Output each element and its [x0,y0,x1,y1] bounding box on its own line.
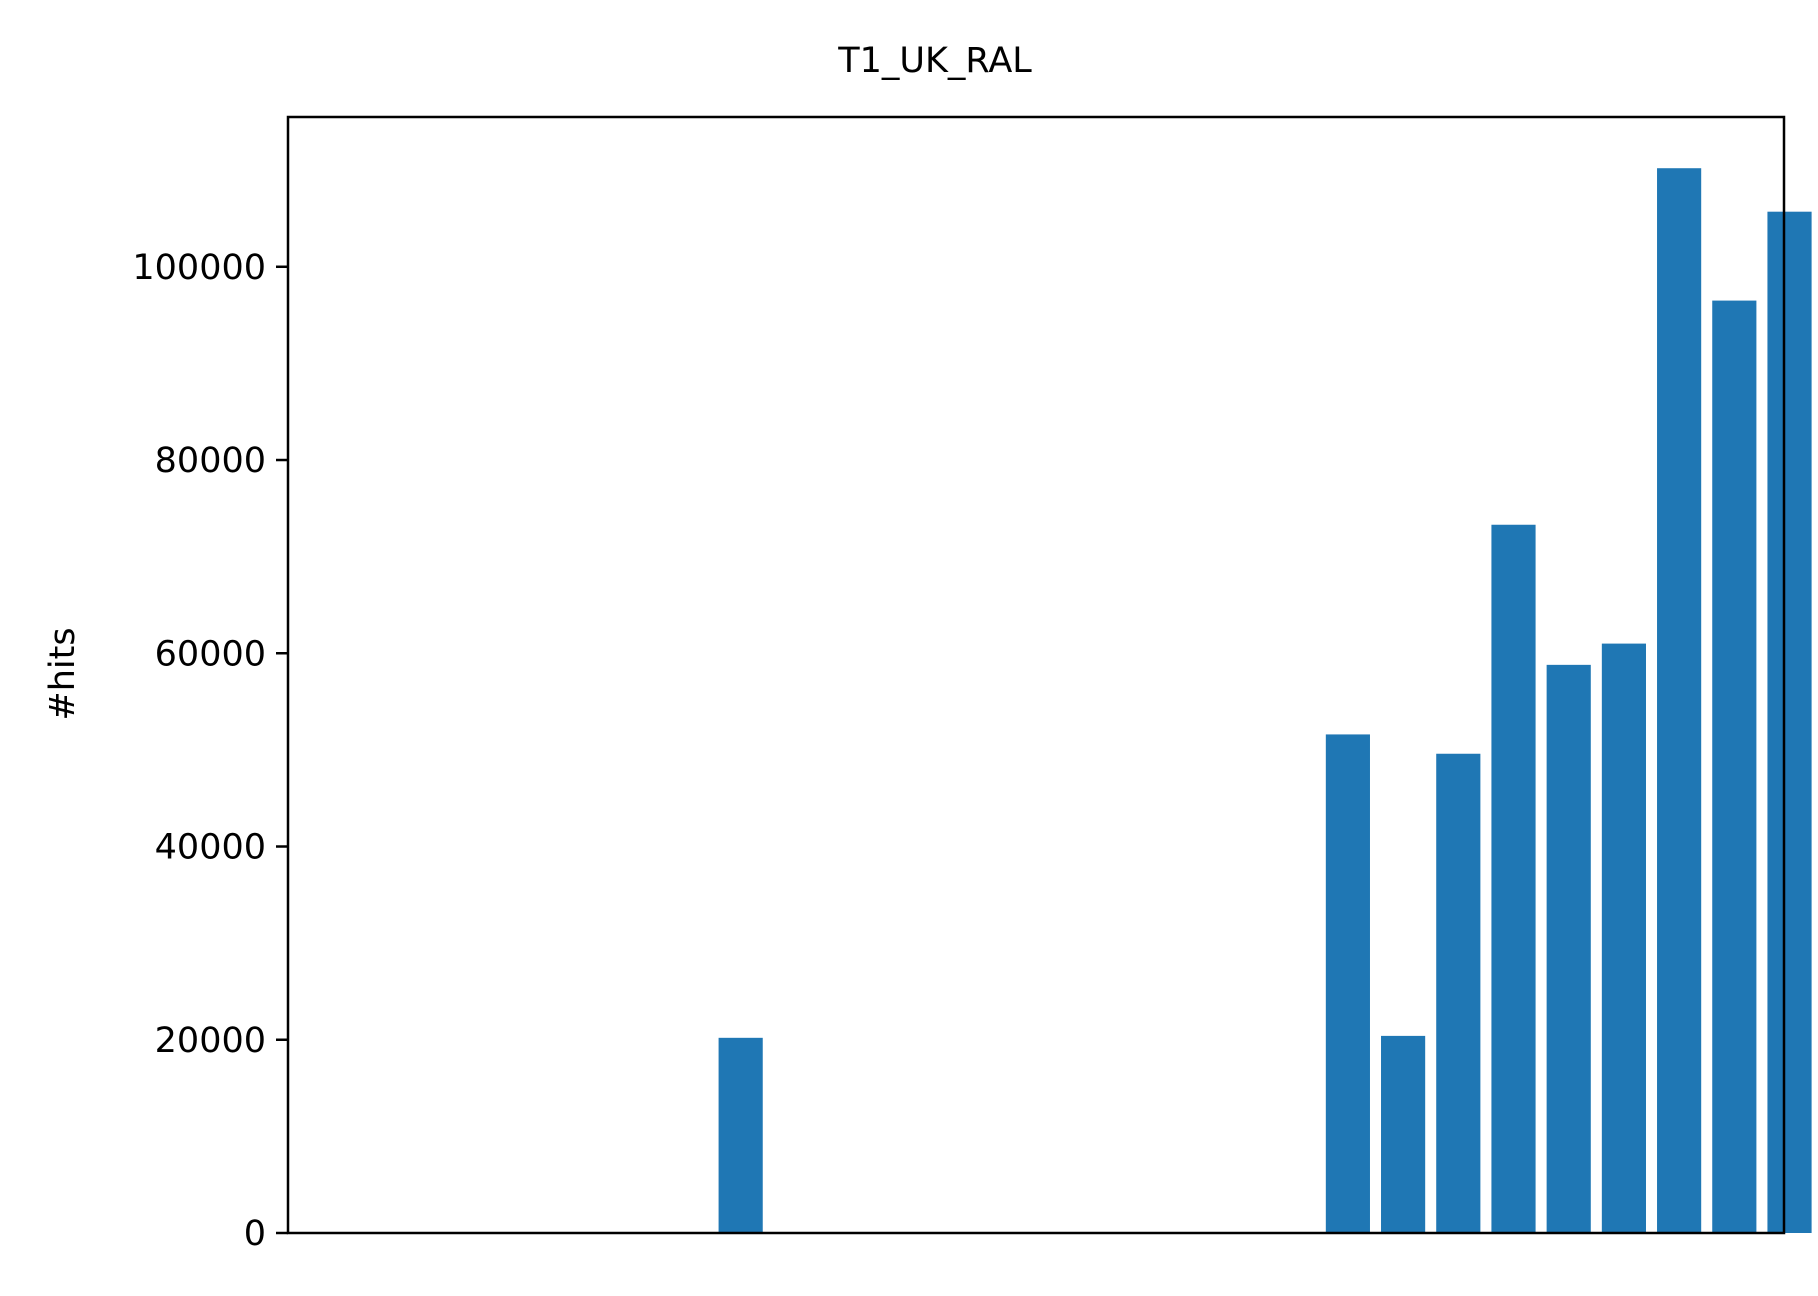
y-tick-label: 80000 [155,441,266,481]
y-tick-label: 60000 [155,634,266,674]
bar-19 [1546,664,1591,1233]
bar-18 [1491,524,1536,1233]
bar-22 [1712,300,1757,1233]
y-tick-label: 20000 [155,1021,266,1061]
bar-17 [1436,753,1481,1233]
y-tick-label: 40000 [155,828,266,868]
bar-16 [1381,1035,1426,1233]
y-axis-ticks: 0 20000 40000 60000 80000 100000 [132,248,288,1254]
bar-15 [1325,734,1370,1233]
plot-frame [286,115,1786,1235]
bar-4 [718,1037,763,1233]
y-axis-label: #hits [43,627,83,720]
bar-23 [1767,211,1812,1233]
y-tick-label: 100000 [132,248,266,288]
bar-20 [1601,643,1646,1233]
y-tick-label: 0 [244,1214,266,1254]
bars-group [718,168,1812,1233]
chart-title: T1_UK_RAL [837,41,1032,81]
bar-21 [1657,168,1702,1233]
